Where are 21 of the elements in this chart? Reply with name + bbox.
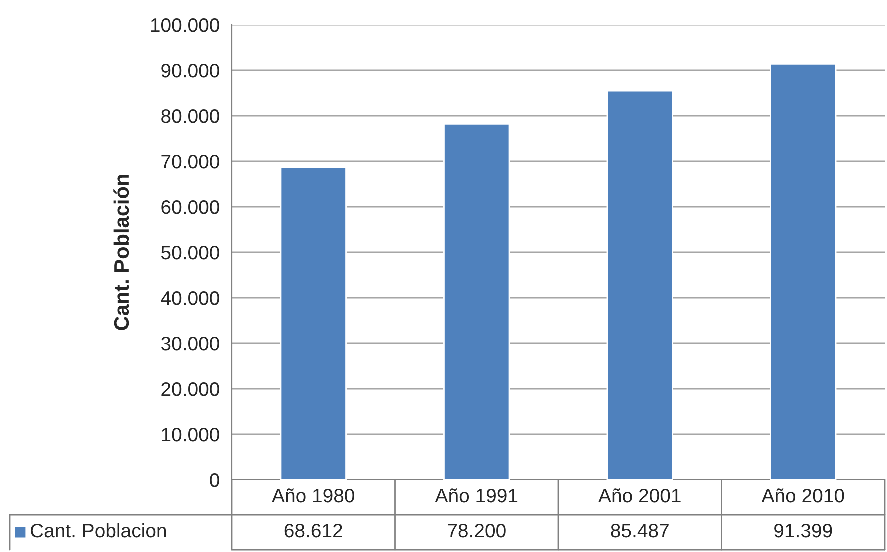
data-label: 68.612: [284, 524, 342, 538]
x-tick-label: Año 1980: [272, 488, 354, 503]
x-tick-label: Año 2001: [598, 488, 681, 503]
y-tick-label: 60.000: [162, 200, 220, 214]
data-label: 78.200: [448, 524, 506, 538]
y-tick-label: 100.000: [151, 18, 220, 32]
y-tick-label: 40.000: [161, 291, 220, 306]
y-tick-label: 70.000: [162, 154, 220, 169]
x-tick-label: Año 2010: [762, 488, 844, 503]
y-tick-label: 30.000: [161, 336, 220, 351]
y-tick-label: 50.000: [162, 246, 220, 260]
y-tick-label: 10.000: [162, 428, 220, 442]
y-tick-label: 20.000: [162, 382, 220, 396]
data-label: 85.487: [611, 524, 669, 538]
legend-label: Cant. Poblacion: [30, 523, 166, 538]
y-tick-label: 0: [210, 473, 220, 488]
y-axis-title: Cant. Población: [114, 175, 130, 330]
y-tick-label: 90.000: [162, 64, 220, 78]
data-label: 91.399: [774, 524, 832, 538]
y-tick-label: 80.000: [162, 109, 220, 124]
x-tick-label: Año 1991: [435, 488, 518, 503]
